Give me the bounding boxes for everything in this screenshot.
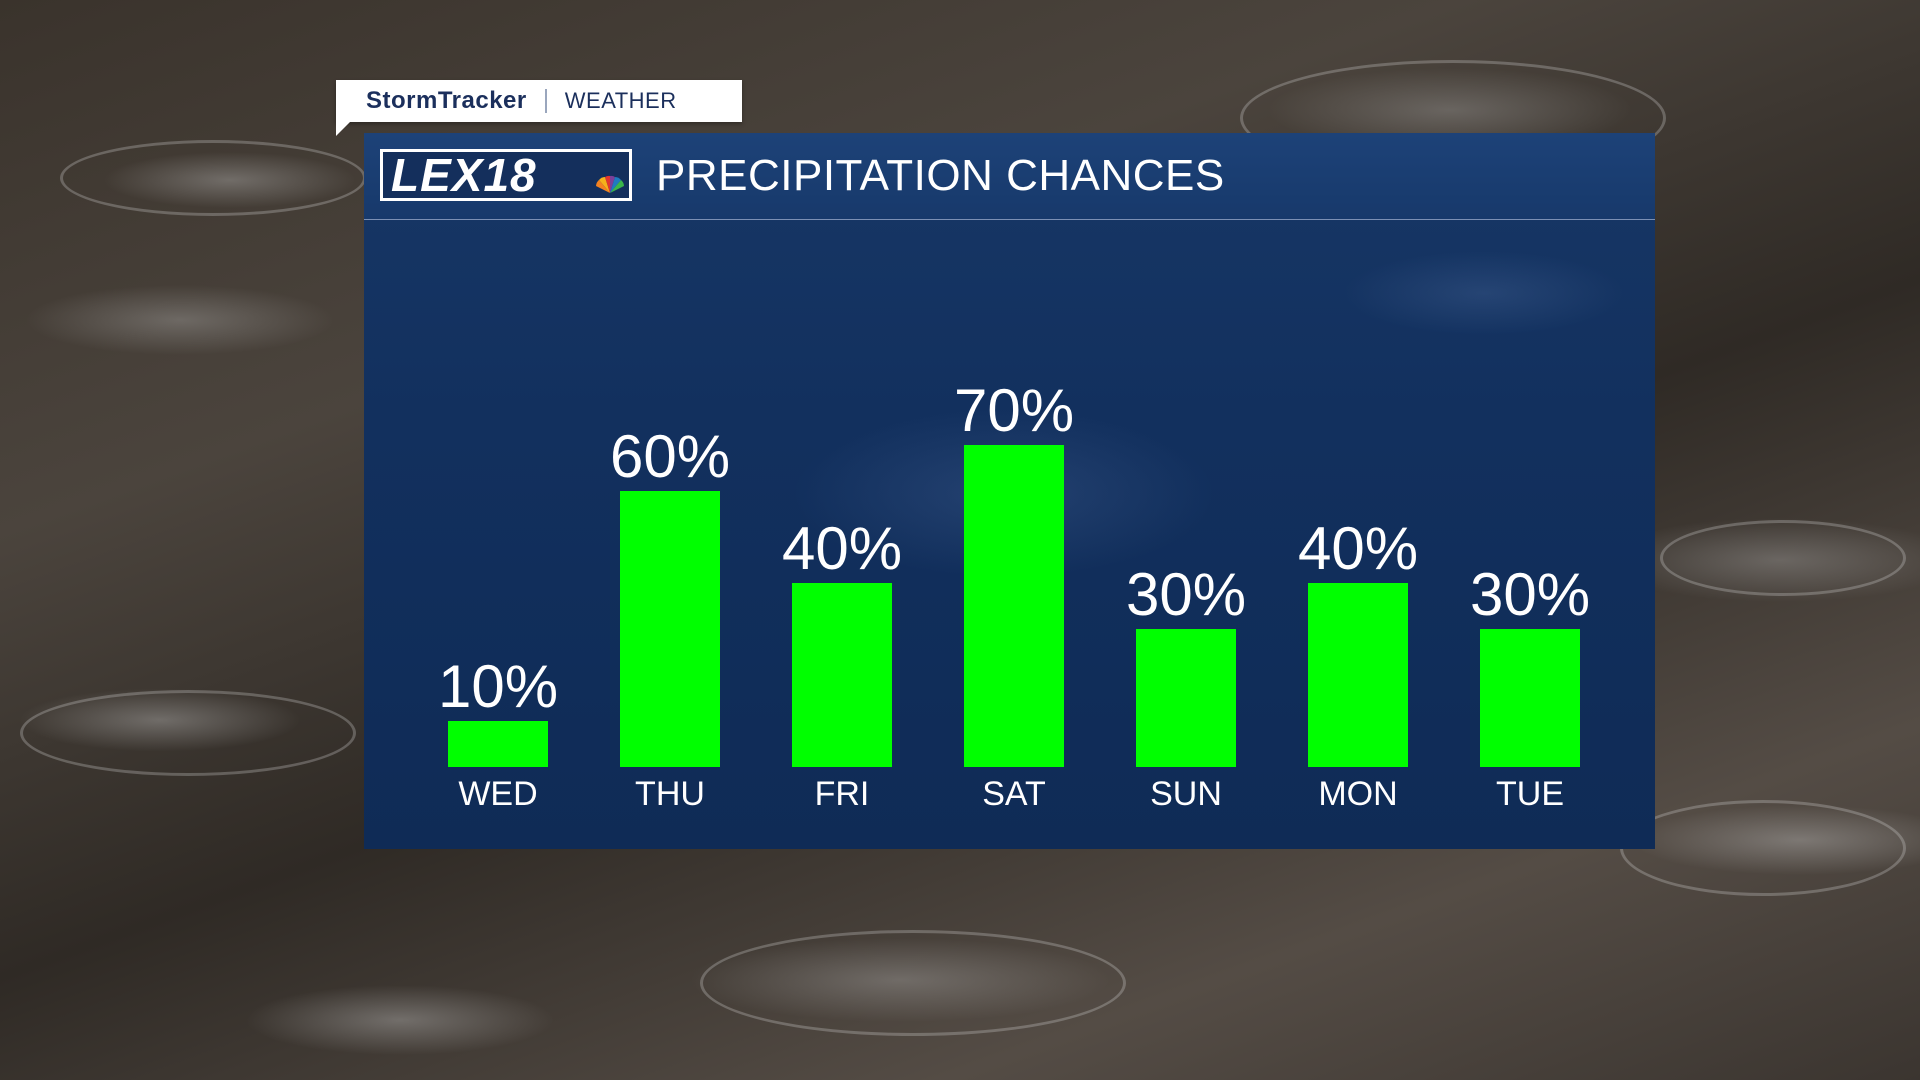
- bar-mon: [1308, 583, 1408, 767]
- station-logo: LEX18: [380, 149, 632, 201]
- category-label-sun: SUN: [1150, 775, 1222, 813]
- rain-ripple: [1660, 520, 1906, 596]
- rain-ripple: [1620, 800, 1906, 896]
- bar-tue: [1480, 629, 1580, 767]
- value-label-sat: 70%: [954, 377, 1074, 444]
- bar-fri: [792, 583, 892, 767]
- category-label-tue: TUE: [1496, 775, 1564, 813]
- value-label-sun: 30%: [1126, 561, 1246, 628]
- category-label-sat: SAT: [982, 775, 1046, 813]
- rain-ripple: [60, 140, 366, 216]
- precipitation-bar-chart: 10% WED 60% THU 40% FRI 70% SAT 30% SUN 40% MON 30% T…: [438, 377, 1590, 813]
- station-logo-text: LEX18: [391, 149, 537, 201]
- category-label-thu: THU: [635, 775, 705, 813]
- value-label-wed: 10%: [438, 653, 558, 720]
- value-label-thu: 60%: [610, 423, 730, 490]
- value-label-mon: 40%: [1298, 515, 1418, 582]
- bar-sat: [964, 445, 1064, 767]
- brand-divider: [544, 89, 547, 113]
- bar-wed: [448, 721, 548, 767]
- rain-ripple: [20, 690, 356, 776]
- brand-section: WEATHER: [564, 88, 677, 113]
- nbc-peacock-icon: [596, 175, 624, 193]
- rain-ripple: [700, 930, 1126, 1036]
- panel-header: LEX18 PRECIPITATION CHANCES: [364, 133, 1655, 220]
- category-label-wed: WED: [458, 775, 537, 813]
- brand-name: StormTracker: [366, 87, 527, 114]
- bar-sun: [1136, 629, 1236, 767]
- forecast-panel: LEX18 PRECIPITATION CHANCES 10% WED 60% THU…: [364, 133, 1655, 849]
- category-label-fri: FRI: [815, 775, 870, 813]
- value-label-fri: 40%: [782, 515, 902, 582]
- brand-tab-pointer: [336, 122, 350, 136]
- value-label-tue: 30%: [1470, 561, 1590, 628]
- chart-title: PRECIPITATION CHANCES: [656, 151, 1225, 200]
- category-label-mon: MON: [1318, 775, 1397, 813]
- brand-tab: StormTracker WEATHER: [336, 80, 742, 136]
- bar-thu: [620, 491, 720, 767]
